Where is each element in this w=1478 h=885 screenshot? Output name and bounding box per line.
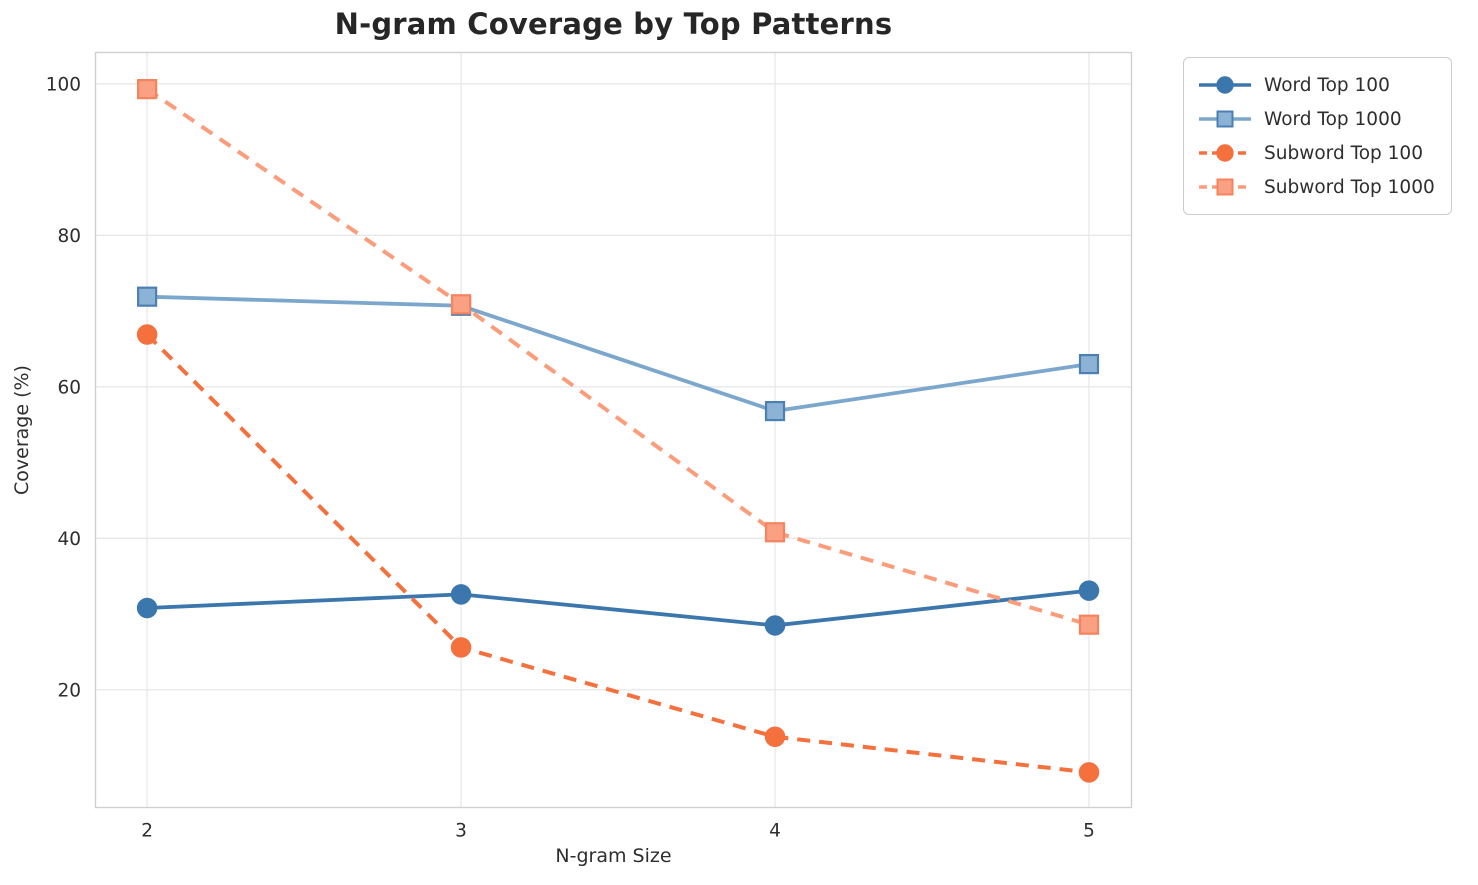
data-point-marker	[764, 615, 786, 636]
x-tick-label: 4	[769, 821, 781, 842]
data-point-marker	[450, 294, 472, 315]
legend-item-label: Word Top 100	[1264, 74, 1390, 96]
legend-item: Subword Top 100	[1196, 136, 1435, 170]
plot-border	[94, 51, 1133, 809]
series-line	[147, 294, 1090, 414]
y-tick-label: 60	[57, 377, 81, 398]
data-point-marker	[764, 522, 786, 543]
y-axis-label: Coverage (%)	[11, 365, 33, 495]
legend-item: Subword Top 1000	[1196, 170, 1435, 204]
data-point-marker	[450, 584, 472, 605]
series-line	[147, 588, 1090, 628]
data-point-marker	[764, 726, 786, 748]
legend-marker-icon	[1216, 178, 1234, 196]
chart-title: N-gram Coverage by Top Patterns	[334, 7, 893, 41]
y-tick-label: 80	[57, 226, 81, 247]
data-point-marker	[1078, 614, 1100, 635]
data-point-marker	[136, 597, 158, 619]
data-point-marker	[137, 286, 158, 307]
legend-marker-icon	[1216, 110, 1234, 128]
data-point-marker	[1078, 353, 1100, 375]
y-tick-label: 40	[57, 529, 81, 550]
legend-item: Word Top 100	[1196, 68, 1435, 102]
series-line	[145, 87, 1090, 627]
data-point-marker	[136, 324, 158, 345]
series-line	[145, 333, 1090, 775]
legend-item-label: Subword Top 1000	[1264, 176, 1435, 198]
y-tick-label: 100	[46, 74, 81, 95]
legend-line-square-sample	[1199, 110, 1251, 128]
legend-marker-icon	[1216, 144, 1234, 162]
x-tick-label: 2	[141, 821, 153, 842]
legend-item-label: Word Top 1000	[1264, 108, 1402, 130]
x-axis-label: N-gram Size	[555, 845, 672, 867]
legend-line-circle-sample	[1199, 76, 1251, 94]
legend-marker-icon	[1216, 76, 1234, 94]
legend-line-square-sample	[1199, 178, 1251, 196]
x-tick-label: 3	[455, 821, 467, 842]
data-point-marker	[764, 400, 786, 422]
legend: Word Top 100 Word Top 1000 Subword Top 100…	[1183, 57, 1452, 215]
data-point-marker	[1078, 580, 1100, 601]
y-tick-label: 20	[57, 680, 81, 701]
data-point-marker	[450, 637, 472, 658]
legend-item: Word Top 1000	[1196, 102, 1435, 136]
legend-item-label: Subword Top 100	[1264, 142, 1423, 164]
data-point-marker	[137, 79, 158, 100]
data-point-marker	[1078, 762, 1100, 783]
x-tick-label: 5	[1083, 821, 1095, 842]
legend-line-circle-sample	[1199, 144, 1251, 162]
